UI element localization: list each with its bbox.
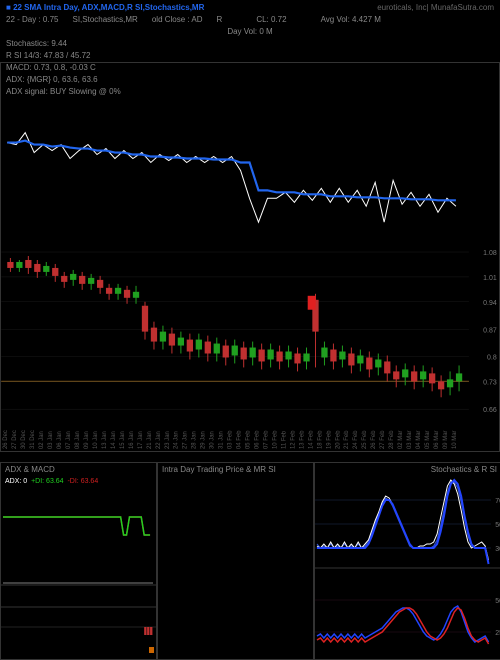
svg-text:27 Jan: 27 Jan xyxy=(183,431,189,449)
stochastics-val: Stochastics: 9.44 xyxy=(6,39,67,48)
main-price-chart: 1.081.010.940.870.80.730.6626 Dec27 Dec3… xyxy=(0,62,500,452)
intraday-chart xyxy=(158,476,313,656)
svg-text:0.66: 0.66 xyxy=(483,407,497,414)
svg-text:07 Feb: 07 Feb xyxy=(263,430,269,449)
svg-text:21 Jan: 21 Jan xyxy=(147,431,153,449)
svg-text:25: 25 xyxy=(495,630,500,637)
svg-text:0.8: 0.8 xyxy=(487,354,497,361)
svg-text:24 Jan: 24 Jan xyxy=(174,431,180,449)
svg-text:70: 70 xyxy=(495,498,500,505)
svg-text:0.87: 0.87 xyxy=(483,328,497,335)
svg-text:03 Mar: 03 Mar xyxy=(407,430,413,449)
svg-text:06 Mar: 06 Mar xyxy=(434,430,440,449)
svg-text:10 Jan: 10 Jan xyxy=(93,431,99,449)
day-vol: Day Vol: 0 M xyxy=(227,27,272,36)
svg-text:30: 30 xyxy=(495,546,500,553)
svg-text:09 Jan: 09 Jan xyxy=(84,431,90,449)
svg-text:24 Feb: 24 Feb xyxy=(353,430,359,449)
svg-text:14 Feb: 14 Feb xyxy=(308,430,314,449)
svg-text:10 Mar: 10 Mar xyxy=(452,430,458,449)
intraday-panel: Intra Day Trading Price & MR SI xyxy=(157,462,314,660)
svg-text:26 Feb: 26 Feb xyxy=(371,430,377,449)
svg-text:27 Dec: 27 Dec xyxy=(12,430,18,449)
svg-text:08 Jan: 08 Jan xyxy=(75,431,81,449)
sma-label: 22 SMA Intra Day, ADX,MACD,R SI,Stochast… xyxy=(13,3,204,12)
svg-text:03 Jan: 03 Jan xyxy=(48,431,54,449)
svg-text:19 Feb: 19 Feb xyxy=(326,430,332,449)
stochastics-chart: 70 50 30 50 25 xyxy=(315,476,500,656)
svg-text:04 Feb: 04 Feb xyxy=(237,430,243,449)
svg-text:16 Jan: 16 Jan xyxy=(129,431,135,449)
svg-text:02 Jan: 02 Jan xyxy=(39,431,45,449)
svg-text:27 Feb: 27 Feb xyxy=(380,430,386,449)
svg-text:14 Jan: 14 Jan xyxy=(111,431,117,449)
svg-text:21 Feb: 21 Feb xyxy=(344,430,350,449)
header: ■ 22 SMA Intra Day, ADX,MACD,R SI,Stocha… xyxy=(0,0,500,60)
svg-text:05 Mar: 05 Mar xyxy=(425,430,431,449)
stochastics-panel: Stochastics & R SI 7050305025 xyxy=(314,462,500,660)
svg-text:0.94: 0.94 xyxy=(483,300,497,307)
svg-text:20 Feb: 20 Feb xyxy=(335,430,341,449)
svg-text:30 Jan: 30 Jan xyxy=(210,431,216,449)
svg-text:23 Jan: 23 Jan xyxy=(165,431,171,449)
adx-macd-chart xyxy=(1,487,156,657)
adx-legend: ADX: 0 +DI: 63.64 -DI: 63.64 xyxy=(1,476,156,487)
svg-text:50: 50 xyxy=(495,522,500,529)
adx-macd-panel: ADX & MACD ADX: 0 +DI: 63.64 -DI: 63.64 xyxy=(0,462,157,660)
avg-vol: Avg Vol: 4.427 M xyxy=(321,14,381,26)
svg-text:12 Feb: 12 Feb xyxy=(290,430,296,449)
svg-text:1.08: 1.08 xyxy=(483,250,497,257)
svg-text:07 Jan: 07 Jan xyxy=(66,431,72,449)
svg-text:06 Feb: 06 Feb xyxy=(255,430,261,449)
svg-text:22 Jan: 22 Jan xyxy=(156,431,162,449)
svg-text:30 Dec: 30 Dec xyxy=(21,430,27,449)
svg-text:31 Dec: 31 Dec xyxy=(30,430,36,449)
svg-text:17 Jan: 17 Jan xyxy=(138,431,144,449)
svg-text:09 Mar: 09 Mar xyxy=(443,430,449,449)
close-price: CL: 0.72 xyxy=(256,14,286,26)
svg-text:04 Mar: 04 Mar xyxy=(416,430,422,449)
svg-text:03 Feb: 03 Feb xyxy=(228,430,234,449)
svg-text:1.01: 1.01 xyxy=(483,275,497,282)
svg-text:26 Dec: 26 Dec xyxy=(3,430,9,449)
svg-text:0.73: 0.73 xyxy=(483,379,497,386)
svg-text:13 Jan: 13 Jan xyxy=(102,431,108,449)
sma22: 22 ‑ Day : 0.75 xyxy=(6,14,58,26)
svg-text:02 Mar: 02 Mar xyxy=(398,430,404,449)
company: euroticals, Inc| MunafaSutra.com xyxy=(377,2,494,14)
svg-text:18 Feb: 18 Feb xyxy=(317,430,323,449)
svg-text:25 Feb: 25 Feb xyxy=(362,430,368,449)
svg-text:28 Jan: 28 Jan xyxy=(192,431,198,449)
rsi-val: R SI 14/3: 47.83 / 45.72 xyxy=(6,51,91,60)
svg-text:11 Feb: 11 Feb xyxy=(281,430,287,449)
svg-text:15 Jan: 15 Jan xyxy=(120,431,126,449)
svg-text:31 Jan: 31 Jan xyxy=(219,431,225,449)
svg-text:13 Feb: 13 Feb xyxy=(299,430,305,449)
svg-text:06 Jan: 06 Jan xyxy=(57,431,63,449)
svg-text:28 Feb: 28 Feb xyxy=(389,430,395,449)
svg-text:10 Feb: 10 Feb xyxy=(272,430,278,449)
svg-text:29 Jan: 29 Jan xyxy=(201,431,207,449)
svg-text:05 Feb: 05 Feb xyxy=(246,430,252,449)
svg-text:50: 50 xyxy=(495,598,500,605)
